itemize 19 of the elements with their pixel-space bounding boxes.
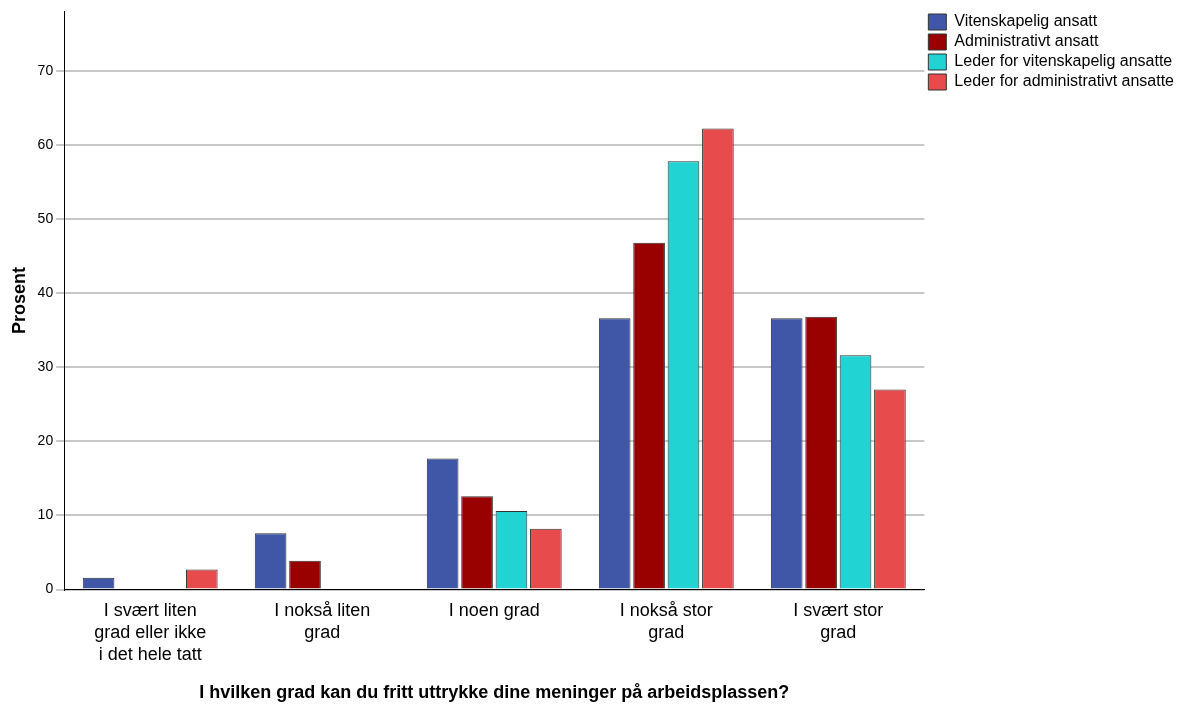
y-tick-label: 20 [37,432,54,449]
y-tick-label: 30 [37,358,54,375]
y-tick-label: 50 [37,209,54,226]
legend-label: Leder for administrativt ansatte [954,72,1175,90]
y-tick-label: 40 [37,283,54,300]
x-axis-title: I hvilken grad kan du fritt uttrykke dine meninger på arbeidsplassen? [199,682,790,703]
legend-label: Administrativt ansatt [954,32,1099,50]
x-tick-label: I svært liten grad eller ikke i det hele tatt [94,600,207,664]
x-tick-label: I nokså stor grad [619,600,713,642]
legend-label: Vitenskapelig ansatt [954,12,1098,30]
x-tick-label: I svært stor grad [793,600,884,642]
y-axis-title: Prosent [8,266,29,335]
x-tick-label: I noen grad [448,600,540,621]
y-tick-label: 0 [45,580,54,597]
y-tick-label: 70 [37,61,54,78]
x-tick-label: I nokså liten grad [274,600,371,642]
y-tick-label: 60 [37,135,54,152]
legend-label: Leder for vitenskapelig ansatte [954,52,1173,70]
y-tick-label: 10 [37,506,54,523]
